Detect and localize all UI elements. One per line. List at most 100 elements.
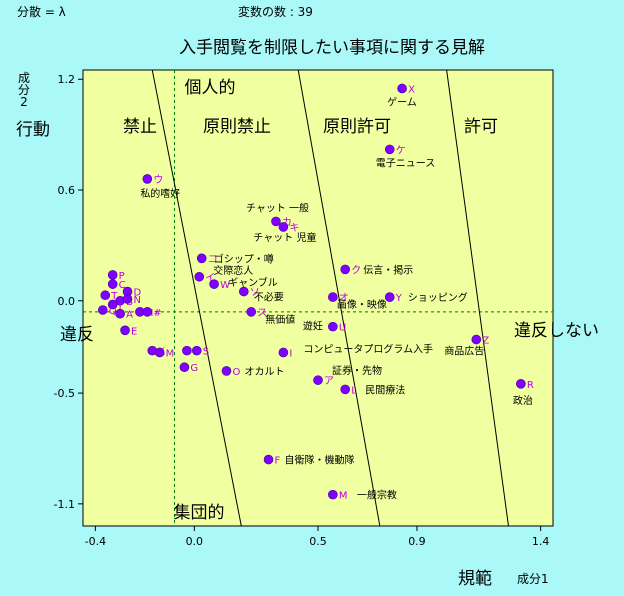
data-point [191, 345, 202, 356]
point-label: 民間療法 [365, 383, 405, 396]
point-label: ショッピング [408, 291, 468, 304]
data-point [221, 366, 232, 376]
annotation-behavior: 行動 [16, 120, 50, 140]
data-point [328, 292, 338, 302]
point-code: # [153, 308, 161, 319]
data-point [209, 279, 219, 289]
y-tick-label: -0.5 [54, 387, 75, 400]
point-code: ケ [396, 144, 406, 156]
data-point [397, 83, 407, 94]
data-point [120, 325, 130, 336]
region-boundary-line [151, 69, 242, 527]
region-label: 原則禁止 [203, 117, 271, 137]
region-boundary-line [297, 69, 381, 527]
y-tick-label: 1.2 [58, 73, 76, 86]
data-point [179, 362, 190, 373]
data-point [107, 299, 118, 310]
point-code: S [203, 347, 209, 358]
annotation-no-violation: 違反しない [514, 321, 599, 341]
y-tick-label: 0.0 [58, 295, 76, 308]
point-label: チャット 児童 [253, 231, 316, 244]
data-point [100, 290, 111, 301]
y-axis-label-char: 分 [18, 83, 30, 97]
region-label: 禁止 [123, 117, 157, 137]
data-point [107, 279, 118, 289]
data-point [263, 454, 274, 465]
data-point [246, 307, 257, 317]
data-point [313, 375, 323, 385]
data-point [340, 264, 351, 275]
point-code: イ [205, 273, 215, 284]
point-label: 画像・映像 [337, 299, 387, 311]
point-label: 私的嗜好 [140, 187, 180, 200]
data-point [278, 347, 289, 358]
axis-ticks: -0.4 0.0 0.5 0.9 1.4 1.2 0.6 0.0 -0.5 -1.1 [54, 73, 550, 548]
point-label: ゴシップ・噂 [214, 252, 274, 265]
point-code: A [126, 310, 133, 321]
point-code: オ [339, 292, 349, 304]
point-label: 一般宗教 [357, 489, 397, 502]
point-label: 遊妊 [303, 320, 323, 333]
point-label: 無価値 [265, 313, 295, 326]
point-code: C [119, 280, 126, 291]
point-code: Q [109, 306, 117, 317]
point-code: ソ [250, 288, 260, 299]
data-point [122, 294, 133, 304]
annotation-norm: 規範 [458, 569, 492, 589]
region-label: 原則許可 [323, 117, 391, 137]
point-code: G [190, 363, 198, 374]
point-label: 伝言・掲示 [363, 263, 413, 276]
data-point [238, 286, 249, 297]
point-code: D [134, 288, 142, 299]
data-point [97, 305, 108, 315]
point-code: F [275, 456, 281, 467]
point-code: M [166, 348, 175, 359]
point-label: 政治 [513, 394, 533, 407]
x-tick-label: 1.4 [532, 535, 550, 548]
point-code: J [118, 300, 122, 311]
point-code: コ [208, 254, 218, 265]
point-label: 証券・先物 [332, 364, 382, 377]
point-label: 不必要 [254, 291, 284, 304]
point-label: オカルト [244, 366, 284, 378]
point-code: ア [324, 376, 334, 387]
point-code: ウ [153, 174, 163, 186]
annotation-personal: 個人的 [185, 78, 236, 98]
y-axis-label-char: 2 [20, 95, 28, 109]
point-code: Z [482, 336, 489, 347]
region-boundary-line [446, 69, 509, 527]
point-code: U [339, 323, 346, 334]
point-code: M [339, 491, 348, 502]
point-code: R [527, 380, 534, 391]
data-point [471, 334, 482, 345]
point-code: カ [282, 216, 292, 228]
point-label: 商品広告 [444, 345, 484, 358]
annotation-collective: 集団的 [174, 503, 225, 523]
data-point [154, 347, 165, 358]
data-point [142, 174, 153, 184]
chart-title: 入手閲覧を制限したい事項に関する見解 [179, 38, 485, 58]
point-code: I [289, 348, 292, 359]
data-point [384, 144, 395, 155]
data-point [328, 489, 338, 500]
y-axis-label-char: 成 [18, 71, 30, 85]
point-code: E [131, 326, 137, 337]
y-tick-label: -1.1 [54, 498, 75, 511]
data-point [194, 271, 205, 282]
point-code: Y [395, 293, 403, 304]
point-label: ゲーム [387, 96, 417, 108]
data-point [182, 345, 192, 356]
point-code: ク [351, 264, 361, 276]
region-label: 許可 [464, 117, 498, 137]
data-point [516, 379, 526, 389]
y-tick-label: 0.6 [58, 184, 76, 197]
point-label: コンピュータプログラム入手 [303, 342, 433, 355]
point-label: 電子ニュース [376, 157, 436, 169]
point-code: X [408, 84, 415, 95]
point-code: L [351, 385, 357, 396]
point-code: W [220, 280, 230, 291]
data-point [384, 292, 395, 302]
